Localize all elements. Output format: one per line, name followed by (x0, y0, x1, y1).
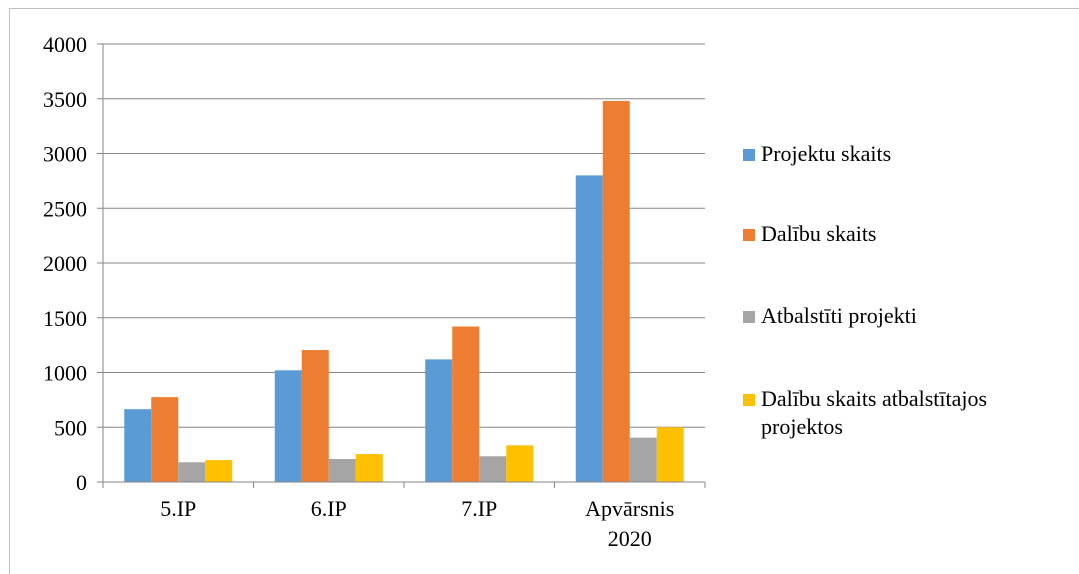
bar (479, 456, 507, 482)
y-tick-label: 1500 (43, 306, 87, 331)
chart-frame (9, 8, 1079, 574)
y-tick-label: 3500 (43, 87, 87, 112)
legend-swatch (743, 311, 755, 323)
x-tick-label: Apvārsnis 2020 (585, 496, 674, 551)
x-tick-label: 5.IP (160, 496, 196, 521)
y-tick-labels: 0 500 1000 1500 2000 2500 3000 3500 4000 (43, 32, 87, 495)
bars (124, 100, 684, 482)
legend-label: Dalību skaits (761, 221, 877, 246)
bar (452, 326, 480, 482)
bar (124, 409, 152, 482)
bar (178, 462, 206, 482)
legend-swatch (743, 229, 755, 241)
bar (355, 454, 383, 482)
bar (151, 397, 179, 482)
y-tick-label: 500 (54, 415, 87, 440)
x-tick-label: 6.IP (311, 496, 347, 521)
bar (205, 460, 233, 482)
y-tick-label: 2500 (43, 196, 87, 221)
legend-swatch (743, 149, 755, 161)
y-tick-label: 2000 (43, 251, 87, 276)
y-tick-label: 4000 (43, 32, 87, 57)
legend-item: Dalību skaits (743, 220, 1061, 248)
bar (328, 459, 356, 482)
legend-label: Atbalstīti projekti (761, 303, 917, 328)
y-tick-label: 3000 (43, 142, 87, 167)
legend-item: Atbalstīti projekti (743, 302, 1061, 330)
axes (97, 43, 706, 488)
y-tick-label: 0 (76, 470, 87, 495)
bar (629, 437, 657, 482)
bar (301, 350, 329, 482)
bar (656, 427, 684, 482)
y-tick-label: 1000 (43, 361, 87, 386)
legend-label: Dalību skaits atbalstītajos projektos (761, 386, 988, 439)
x-tick-label: 7.IP (461, 496, 497, 521)
bar (274, 370, 302, 482)
bar (575, 175, 603, 482)
x-tick-labels: 5.IP 6.IP 7.IP Apvārsnis 2020 (160, 496, 674, 551)
legend-label: Projektu skaits (761, 141, 892, 166)
bar (602, 100, 630, 482)
legend-item: Dalību skaits atbalstītajos projektos (743, 385, 1061, 441)
legend-item: Projektu skaits (743, 140, 1061, 168)
legend-swatch (743, 394, 755, 406)
bar (506, 445, 534, 482)
bar (425, 359, 453, 482)
